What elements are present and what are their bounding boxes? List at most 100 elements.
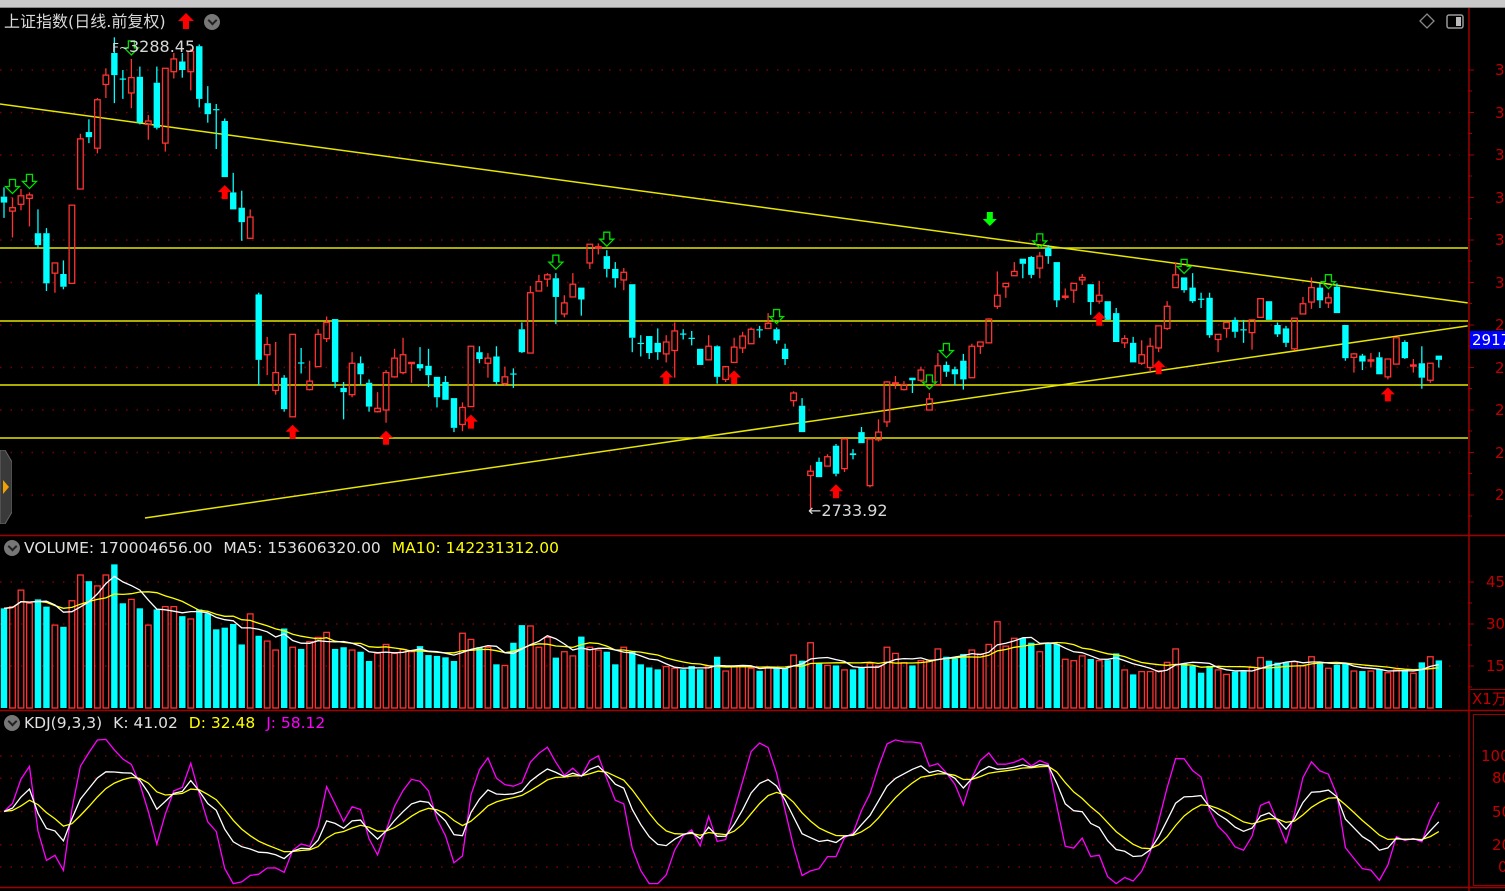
high-price-label: F~3288.45 — [112, 37, 196, 56]
candle-down — [119, 78, 127, 80]
volume-value: VOLUME: 170004656.00 — [24, 539, 213, 557]
volume-bar-up — [459, 632, 466, 709]
candle-up — [730, 346, 738, 364]
buy-signal-red-up-arrow-icon — [829, 484, 844, 499]
candle-down — [518, 329, 526, 353]
volume-bar-up — [968, 649, 976, 709]
volume-bar-up — [1308, 656, 1315, 709]
candle-up — [934, 365, 942, 386]
last-price-tag: 2917 — [1470, 331, 1505, 349]
candle-down — [943, 364, 950, 372]
candle-up — [1036, 255, 1044, 269]
volume-bar-up — [586, 646, 594, 709]
volume-bar-down — [331, 648, 339, 708]
panel-toggle-icon[interactable] — [1446, 14, 1464, 29]
volume-bar-up — [289, 646, 297, 709]
chevron-down-circle-icon[interactable] — [4, 715, 20, 731]
candle-down — [331, 319, 339, 382]
volume-bar-up — [535, 646, 543, 709]
candle-down — [713, 346, 721, 377]
candle-up — [170, 58, 178, 73]
candle-up — [841, 438, 848, 470]
volume-bar-down — [756, 670, 763, 708]
buy-signal-red-up-arrow-icon — [1092, 311, 1107, 326]
candle-up — [722, 365, 730, 381]
candle-up — [263, 343, 271, 356]
candle-up — [526, 292, 534, 354]
candle-up — [76, 138, 84, 190]
candle-down — [646, 336, 653, 354]
volume-bar-up — [170, 605, 178, 709]
volume-bar-down — [960, 653, 967, 708]
candle-down — [960, 360, 967, 380]
candle-down — [1274, 325, 1281, 335]
candle-up — [985, 318, 993, 344]
candle-down — [425, 365, 432, 376]
candle-down — [1418, 363, 1426, 378]
candle-down — [909, 377, 916, 381]
chevron-down-circle-icon[interactable] — [203, 14, 220, 30]
candle-down — [951, 369, 959, 375]
volume-bar-down — [612, 664, 619, 708]
volume-bar-down — [832, 665, 840, 708]
volume-bar-down — [637, 664, 644, 708]
candle-down — [552, 278, 560, 297]
volume-axis-label: 15000 — [1486, 657, 1505, 675]
candle-down — [1316, 287, 1324, 301]
volume-bar-up — [246, 613, 254, 709]
side-panel-handle[interactable] — [0, 450, 12, 524]
volume-bar-up — [408, 651, 415, 709]
volume-bar-down — [111, 564, 118, 708]
candle-up — [1324, 297, 1332, 304]
price-axis-label: 3250 — [1495, 61, 1505, 79]
volume-bar-up — [1257, 656, 1264, 709]
candle-up — [671, 330, 679, 352]
volume-bar-up — [764, 666, 772, 709]
candle-up — [399, 354, 407, 374]
kdj-k-value: K: 41.02 — [113, 714, 178, 732]
volume-bar-down — [951, 658, 959, 708]
volume-bar-down — [510, 642, 517, 708]
diamond-icon[interactable] — [1419, 13, 1435, 29]
kdj-k-line — [3, 763, 1440, 860]
candle-up — [246, 216, 254, 239]
candle-up — [161, 67, 169, 144]
volume-bar-up — [866, 662, 874, 709]
candle-down — [365, 382, 373, 407]
volume-bar-up — [323, 631, 331, 709]
volume-bar-down — [0, 608, 8, 708]
volume-bar-up — [790, 654, 798, 709]
candle-down — [1342, 325, 1349, 359]
volume-bar-up — [875, 665, 882, 709]
candle-down — [43, 233, 50, 284]
candle-up — [348, 362, 356, 396]
volume-bar-up — [1146, 670, 1154, 709]
volume-bar-up — [93, 585, 101, 709]
volume-bar-up — [306, 640, 314, 709]
chevron-down-circle-icon[interactable] — [4, 540, 20, 556]
candle-down — [680, 333, 687, 335]
candle-up — [1002, 282, 1010, 288]
volume-bar-up — [76, 574, 84, 709]
candle-down — [255, 294, 262, 360]
candle-down — [153, 82, 161, 128]
volume-bar-down — [1359, 671, 1366, 708]
candle-down — [136, 76, 144, 123]
volume-bar-down — [1231, 671, 1239, 708]
candle-up — [917, 369, 925, 381]
volume-bar-down — [1045, 643, 1052, 708]
volume-bar-up — [26, 602, 33, 709]
candle-down — [815, 461, 823, 478]
volume-bar-up — [993, 621, 1001, 709]
volume-header: VOLUME: 170004656.00 MA5: 153606320.00 M… — [4, 539, 559, 557]
volume-bar-up — [51, 624, 59, 709]
volume-bar-up — [1426, 656, 1434, 709]
volume-bar-up — [1223, 673, 1231, 709]
volume-bar-up — [985, 643, 993, 709]
candle-up — [705, 345, 713, 361]
candle-up — [144, 120, 152, 126]
candle-up — [1146, 345, 1154, 369]
volume-bar-down — [365, 660, 373, 708]
kdj-d-line — [3, 765, 1440, 853]
